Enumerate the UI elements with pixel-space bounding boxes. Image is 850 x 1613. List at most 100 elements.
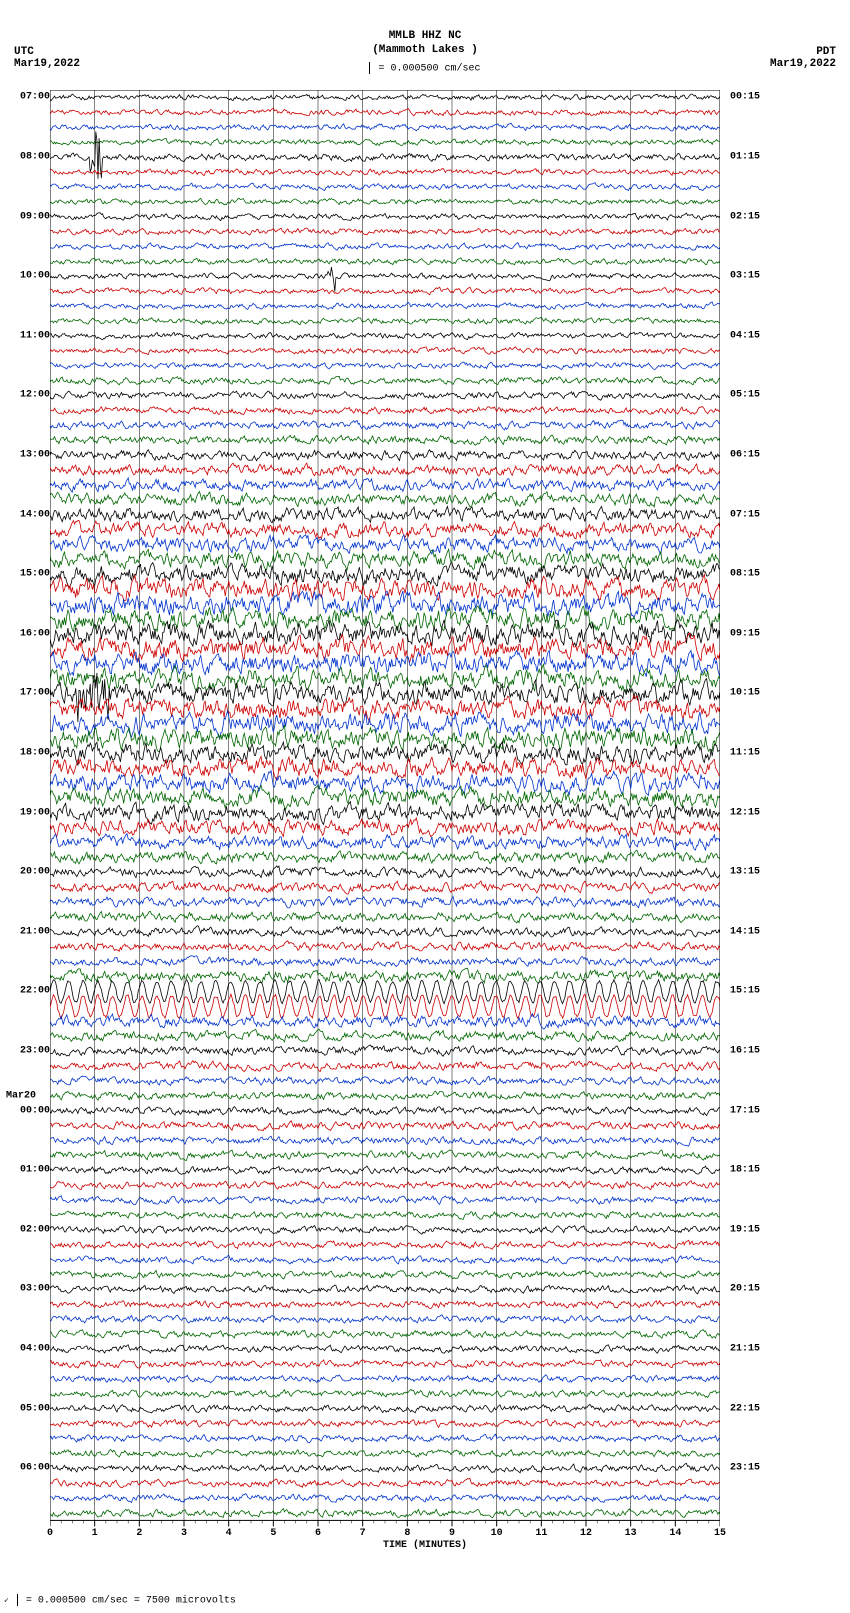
right-time-label: 16:15 [730, 1046, 770, 1057]
trace-row [50, 1419, 720, 1428]
trace-row [50, 1345, 720, 1354]
right-time-label: 06:15 [730, 450, 770, 461]
left-time-label: 20:00 [10, 867, 50, 878]
x-tick-label: 3 [181, 1528, 187, 1539]
left-time-label: 12:00 [10, 390, 50, 401]
x-tick-label: 11 [535, 1528, 547, 1539]
right-time-label: 19:15 [730, 1224, 770, 1235]
trace-row [50, 818, 720, 837]
trace-row [50, 347, 720, 355]
trace-row [50, 317, 720, 324]
scale-text: = 0.000500 cm/sec [378, 64, 480, 75]
trace-row [50, 267, 720, 292]
trace-row [50, 94, 720, 101]
helicorder-svg [50, 90, 720, 1570]
left-time-label: 00:00 [10, 1105, 50, 1116]
trace-row [50, 506, 720, 522]
footer-scale-text: = 0.000500 cm/sec = 7500 microvolts [26, 1596, 236, 1607]
left-time-label: 21:00 [10, 926, 50, 937]
left-time-label: 14:00 [10, 509, 50, 520]
trace-row [50, 1076, 720, 1086]
trace-row [50, 1166, 720, 1174]
left-time-label: 18:00 [10, 748, 50, 759]
trace-row [50, 711, 720, 738]
right-time-label: 09:15 [730, 628, 770, 639]
right-time-label: 13:15 [730, 867, 770, 878]
right-time-label: 11:15 [730, 748, 770, 759]
right-time-label: 00:15 [730, 92, 770, 103]
trace-row [50, 1360, 720, 1369]
trace-row [50, 1029, 720, 1042]
helicorder-plot [50, 90, 720, 1540]
left-time-label: 06:00 [10, 1463, 50, 1474]
x-tick-label: 12 [580, 1528, 592, 1539]
trace-row [50, 664, 720, 692]
x-tick-label: 5 [270, 1528, 276, 1539]
trace-row [50, 1226, 720, 1235]
left-date-marker: Mar20 [6, 1090, 36, 1101]
trace-row [50, 725, 720, 752]
trace-row [50, 994, 720, 1018]
right-time-label: 04:15 [730, 330, 770, 341]
tz-left-label: UTC [14, 46, 34, 58]
trace-row [50, 243, 720, 251]
trace-row [50, 1494, 720, 1503]
left-time-label: 03:00 [10, 1284, 50, 1295]
trace-row [50, 376, 720, 385]
right-time-label: 23:15 [730, 1463, 770, 1474]
left-time-label: 02:00 [10, 1224, 50, 1235]
trace-row [50, 591, 720, 618]
trace-row [50, 606, 720, 632]
right-time-label: 22:15 [730, 1403, 770, 1414]
right-time-label: 05:15 [730, 390, 770, 401]
trace-row [50, 1301, 720, 1309]
footer-scale: ✓ = 0.000500 cm/sec = 7500 microvolts [4, 1594, 236, 1607]
right-time-label: 02:15 [730, 211, 770, 222]
left-time-label: 23:00 [10, 1046, 50, 1057]
left-time-label: 07:00 [10, 92, 50, 103]
right-time-label: 03:15 [730, 271, 770, 282]
left-time-label: 08:00 [10, 152, 50, 163]
x-tick-label: 2 [136, 1528, 142, 1539]
trace-row [50, 520, 720, 539]
date-right-label: Mar19,2022 [770, 58, 836, 70]
trace-row [50, 478, 720, 492]
x-tick-label: 1 [92, 1528, 98, 1539]
station-location: (Mammoth Lakes ) [0, 44, 850, 56]
trace-row [50, 362, 720, 369]
right-time-label: 01:15 [730, 152, 770, 163]
trace-row [50, 941, 720, 952]
right-time-label: 21:15 [730, 1344, 770, 1355]
trace-row [50, 802, 720, 825]
trace-row [50, 123, 720, 131]
right-time-label: 08:15 [730, 569, 770, 580]
trace-row [50, 1181, 720, 1190]
x-tick-label: 15 [714, 1528, 726, 1539]
left-time-label: 05:00 [10, 1403, 50, 1414]
right-time-label: 20:15 [730, 1284, 770, 1295]
x-tick-label: 8 [404, 1528, 410, 1539]
x-tick-label: 0 [47, 1528, 53, 1539]
left-time-label: 17:00 [10, 688, 50, 699]
x-tick-label: 7 [360, 1528, 366, 1539]
right-time-label: 15:15 [730, 986, 770, 997]
trace-row [50, 302, 720, 310]
trace-row [50, 1211, 720, 1219]
trace-row [50, 198, 720, 205]
trace-row [50, 1045, 720, 1056]
trace-row [50, 1240, 720, 1249]
trace-row [50, 1061, 720, 1072]
trace-row [50, 834, 720, 851]
trace-row [50, 1150, 720, 1161]
x-tick-label: 14 [669, 1528, 681, 1539]
trace-row [50, 1478, 720, 1488]
trace-row [50, 406, 720, 414]
trace-row [50, 979, 720, 1003]
trace-row [50, 1136, 720, 1146]
right-time-label: 18:15 [730, 1165, 770, 1176]
trace-row [50, 1014, 720, 1029]
left-time-label: 19:00 [10, 807, 50, 818]
x-axis-title: TIME (MINUTES) [0, 1540, 850, 1551]
trace-row [50, 851, 720, 865]
trace-row [50, 1270, 720, 1279]
